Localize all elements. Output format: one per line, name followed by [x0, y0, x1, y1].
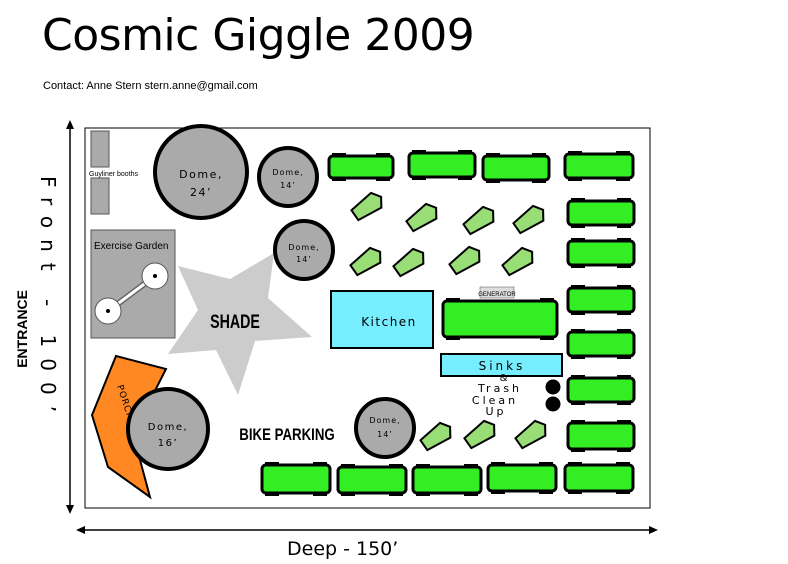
dome-14-middle: Dome, 14’: [273, 219, 335, 281]
tent: [392, 247, 425, 278]
dome-size: 16’: [158, 438, 178, 449]
vehicles-layer: [260, 150, 636, 496]
sinks: [440, 353, 563, 377]
tent: [448, 245, 481, 276]
trash-can: [545, 379, 561, 395]
vehicle: [441, 298, 559, 340]
tent: [350, 191, 383, 222]
front-label: Front - 100’: [36, 176, 60, 424]
vehicle: [486, 462, 558, 494]
dome-label: Dome,: [148, 422, 188, 433]
dome-14-bottom: Dome, 14’: [354, 397, 416, 459]
dome-size: 14’: [296, 255, 312, 264]
vehicle: [566, 375, 636, 405]
trash-label-line: Clean: [472, 394, 518, 407]
shade-star: [168, 253, 312, 395]
guyliner-booth: [90, 130, 110, 168]
dome-size: 14’: [377, 430, 393, 439]
vehicle: [411, 464, 483, 496]
dome-size: 14’: [280, 181, 296, 190]
vehicle: [566, 198, 636, 228]
shade-label: SHADE: [210, 311, 260, 332]
vehicle: [260, 462, 332, 496]
exercise-wheel-hub: [106, 309, 110, 313]
depth-label: Deep - 150’: [287, 538, 399, 560]
generator-tag: [479, 286, 515, 299]
tent: [501, 246, 534, 277]
tent: [405, 202, 438, 233]
tent: [514, 419, 547, 450]
trash-can: [545, 396, 561, 412]
vehicle: [336, 464, 408, 496]
vehicle: [563, 462, 635, 494]
bike-parking-label: BIKE PARKING: [239, 426, 334, 445]
dome-label: Dome,: [272, 168, 303, 177]
contact-info: Contact: Anne Stern stern.anne@gmail.com: [43, 80, 258, 92]
tents-layer: [349, 191, 547, 452]
dome-label: Dome,: [369, 416, 400, 425]
sinks-label: Sinks: [479, 359, 526, 373]
vehicle: [563, 151, 635, 181]
tent: [349, 246, 382, 277]
dome-24: Dome, 24’: [153, 124, 249, 220]
dome-size: 24’: [190, 186, 212, 199]
kitchen: [330, 290, 434, 349]
tent: [512, 204, 545, 235]
dome-14-top: Dome, 14’: [257, 146, 319, 208]
generator-label: GENERATOR: [478, 292, 516, 298]
dome-16: Dome, 16’: [126, 387, 210, 471]
entrance-label: ENTRANCE: [14, 290, 30, 368]
trash-label-line: &: [500, 373, 511, 384]
dome-label: Dome,: [179, 168, 223, 181]
kitchen-label: Kitchen: [361, 315, 417, 329]
tent: [419, 421, 452, 452]
vehicle: [566, 238, 636, 268]
vehicle: [566, 329, 636, 359]
dome-label: Dome,: [288, 243, 319, 252]
tent: [463, 419, 496, 450]
trash-label-line: Up: [485, 405, 506, 418]
guyliner-booth: [90, 177, 110, 215]
vehicle: [566, 285, 636, 315]
page-title: Cosmic Giggle 2009: [42, 10, 475, 61]
vehicle: [407, 150, 477, 180]
exercise-garden-label: Exercise Garden: [94, 241, 168, 252]
guyliner-label: Guyliner booths: [89, 171, 139, 178]
vehicle: [566, 420, 636, 452]
vehicle: [481, 153, 551, 183]
tent: [462, 205, 495, 236]
trash-label-line: Trash: [477, 382, 522, 395]
vehicle: [327, 153, 395, 181]
exercise-wheel-hub: [153, 274, 157, 278]
